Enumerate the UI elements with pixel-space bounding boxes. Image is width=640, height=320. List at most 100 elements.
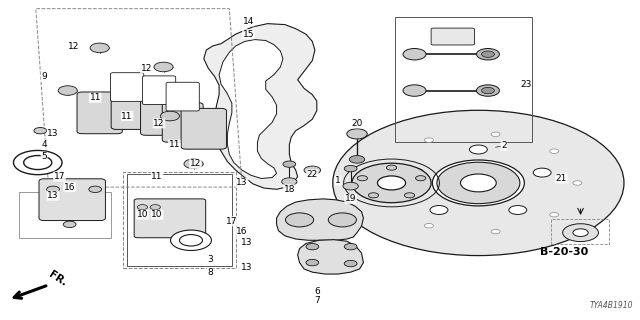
FancyBboxPatch shape (163, 103, 203, 142)
Circle shape (415, 176, 426, 181)
Circle shape (58, 86, 77, 95)
Text: 13: 13 (241, 263, 252, 272)
Circle shape (573, 181, 582, 185)
Circle shape (481, 51, 494, 57)
Circle shape (406, 168, 424, 177)
Circle shape (63, 221, 76, 228)
Circle shape (491, 229, 500, 234)
Text: 11: 11 (122, 112, 133, 121)
Circle shape (13, 150, 62, 175)
Bar (127, 174, 232, 266)
Circle shape (533, 168, 551, 177)
Circle shape (573, 229, 588, 236)
Circle shape (306, 260, 319, 266)
Circle shape (433, 160, 524, 206)
Text: 5: 5 (41, 152, 47, 161)
Circle shape (550, 212, 559, 217)
Text: 11: 11 (90, 93, 101, 102)
FancyBboxPatch shape (111, 90, 152, 129)
Circle shape (90, 43, 109, 52)
Text: 20: 20 (351, 119, 363, 128)
Circle shape (403, 85, 426, 96)
Text: 17: 17 (226, 217, 237, 226)
Text: 9: 9 (41, 72, 47, 81)
Text: 10: 10 (152, 210, 163, 219)
Circle shape (333, 110, 624, 256)
Text: 1: 1 (335, 176, 340, 185)
FancyBboxPatch shape (181, 108, 227, 149)
PathPatch shape (204, 24, 317, 189)
Circle shape (404, 193, 415, 198)
Text: 7: 7 (314, 296, 320, 305)
Text: 15: 15 (243, 30, 254, 39)
Text: 13: 13 (236, 179, 248, 188)
FancyBboxPatch shape (143, 76, 175, 105)
Text: 12: 12 (141, 64, 152, 73)
Text: 3: 3 (207, 255, 213, 264)
FancyBboxPatch shape (77, 92, 122, 134)
Circle shape (381, 164, 390, 168)
Text: 10: 10 (137, 210, 148, 219)
FancyBboxPatch shape (166, 82, 199, 111)
Circle shape (34, 127, 47, 134)
Circle shape (171, 230, 211, 251)
Circle shape (378, 176, 406, 190)
Text: 4: 4 (42, 140, 47, 149)
Text: B-20-30: B-20-30 (540, 247, 589, 257)
Circle shape (437, 162, 520, 204)
Text: 21: 21 (556, 174, 567, 183)
Text: TYA4B1910: TYA4B1910 (589, 301, 633, 310)
Circle shape (138, 204, 148, 210)
Circle shape (430, 205, 448, 214)
FancyBboxPatch shape (141, 97, 177, 135)
Circle shape (283, 161, 296, 167)
Circle shape (344, 165, 357, 172)
Text: 12: 12 (154, 119, 164, 128)
Text: FR.: FR. (47, 269, 68, 288)
PathPatch shape (276, 199, 364, 240)
Circle shape (550, 149, 559, 153)
Circle shape (491, 132, 500, 137)
Circle shape (161, 111, 179, 121)
Circle shape (349, 156, 365, 163)
PathPatch shape (219, 40, 283, 179)
Text: 22: 22 (307, 170, 318, 179)
Circle shape (357, 176, 367, 181)
Circle shape (282, 178, 297, 186)
Circle shape (47, 186, 60, 193)
Circle shape (347, 129, 367, 139)
Text: 13: 13 (47, 129, 59, 138)
Text: 14: 14 (243, 17, 254, 26)
Circle shape (344, 244, 357, 250)
Circle shape (343, 182, 358, 190)
Circle shape (304, 166, 321, 174)
Circle shape (481, 87, 494, 94)
FancyBboxPatch shape (111, 73, 144, 101)
Text: 12: 12 (190, 159, 201, 168)
Bar (124, 172, 236, 268)
Circle shape (369, 193, 379, 198)
Text: 6: 6 (314, 287, 320, 296)
PathPatch shape (298, 240, 364, 274)
Circle shape (424, 138, 433, 142)
Circle shape (381, 198, 390, 202)
Text: 19: 19 (345, 194, 356, 204)
Text: 17: 17 (54, 172, 65, 181)
Circle shape (403, 49, 426, 60)
FancyBboxPatch shape (39, 179, 106, 220)
Text: 12: 12 (68, 42, 80, 52)
Circle shape (24, 156, 52, 170)
Circle shape (563, 224, 598, 242)
Circle shape (344, 260, 357, 267)
FancyBboxPatch shape (431, 28, 474, 45)
Text: 11: 11 (152, 172, 163, 181)
Circle shape (352, 163, 431, 203)
Text: 16: 16 (236, 227, 248, 236)
Text: 13: 13 (47, 191, 59, 200)
Circle shape (469, 145, 487, 154)
Circle shape (328, 213, 356, 227)
Bar (19, 193, 111, 238)
Circle shape (476, 49, 499, 60)
Circle shape (285, 213, 314, 227)
Circle shape (89, 186, 102, 193)
